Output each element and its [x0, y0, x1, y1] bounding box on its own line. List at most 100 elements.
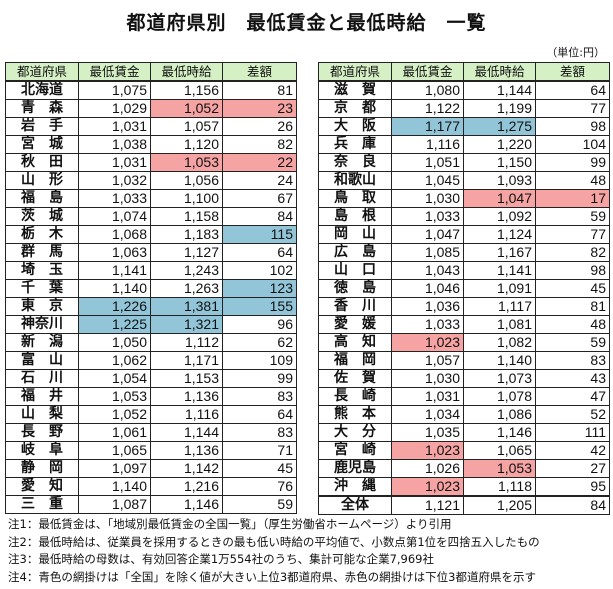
min-wage-cell: 1,034 [391, 405, 464, 424]
min-wage-cell: 1,033 [391, 207, 464, 226]
min-hourly-cell: 1,216 [150, 477, 223, 496]
prefecture-cell: 静 岡 [5, 459, 79, 478]
min-wage-cell: 1,050 [78, 333, 151, 352]
min-wage-cell: 1,062 [78, 351, 151, 370]
min-hourly-cell: 1,092 [463, 207, 536, 226]
prefecture-cell: 愛 知 [5, 477, 79, 496]
table-row: 東 京 1,226 1,381 155 [5, 297, 297, 316]
header-difference: 差額 [222, 62, 297, 82]
prefecture-cell: 沖 縄 [318, 477, 392, 497]
table-row: 千 葉 1,140 1,263 123 [5, 279, 297, 298]
table-row: 福 島 1,033 1,100 67 [5, 189, 297, 208]
table-row: 島 根 1,033 1,092 59 [318, 207, 610, 226]
min-hourly-cell: 1,100 [150, 189, 223, 208]
min-wage-cell: 1,140 [78, 279, 151, 298]
difference-cell: 48 [535, 171, 610, 190]
table-row: 宮 崎 1,023 1,065 42 [318, 441, 610, 460]
min-hourly-cell: 1,091 [463, 279, 536, 298]
min-wage-cell: 1,023 [391, 441, 464, 460]
min-hourly-cell: 1,093 [463, 171, 536, 190]
table-header-row: 都道府県 最低賃金 最低時給 差額 [5, 62, 297, 82]
table-row: 長 野 1,061 1,144 83 [5, 423, 297, 442]
min-wage-cell: 1,051 [391, 153, 464, 172]
prefecture-cell: 群 馬 [5, 243, 79, 262]
min-hourly-cell: 1,141 [463, 261, 536, 280]
min-hourly-cell: 1,065 [463, 441, 536, 460]
table-row: 北海道 1,075 1,156 81 [5, 80, 297, 100]
note-3: 注3：最低時給の母数は、有効回答企業1万554社のうち、集計可能な企業7,969… [8, 552, 435, 566]
table-row: 広 島 1,085 1,167 82 [318, 243, 610, 262]
header-min-wage: 最低賃金 [78, 62, 151, 82]
table-row: 大 分 1,035 1,146 111 [318, 423, 610, 442]
min-hourly-cell: 1,220 [463, 135, 536, 154]
difference-cell: 155 [222, 297, 297, 316]
prefecture-cell: 大 分 [318, 423, 392, 442]
prefecture-cell: 千 葉 [5, 279, 79, 298]
min-wage-cell: 1,031 [78, 153, 151, 172]
min-hourly-cell: 1,124 [463, 225, 536, 244]
table-row: 沖 縄 1,023 1,118 95 [318, 477, 610, 497]
min-hourly-cell: 1,142 [150, 459, 223, 478]
table-row: 石 川 1,054 1,153 99 [5, 369, 297, 388]
difference-cell: 17 [535, 189, 610, 208]
wage-table-left: 都道府県 最低賃金 最低時給 差額 北海道 1,075 1,156 81 青 森 1,02… [5, 62, 297, 514]
prefecture-cell: 栃 木 [5, 225, 79, 244]
min-hourly-cell: 1,127 [150, 243, 223, 262]
table-row: 福 井 1,053 1,136 83 [5, 387, 297, 406]
table-row: 滋 賀 1,080 1,144 64 [318, 80, 610, 100]
min-wage-cell: 1,085 [391, 243, 464, 262]
min-wage-cell: 1,065 [78, 441, 151, 460]
difference-cell: 22 [222, 153, 297, 172]
difference-cell: 77 [535, 99, 610, 118]
difference-cell: 81 [535, 297, 610, 316]
difference-cell: 71 [222, 441, 297, 460]
min-wage-cell: 1,031 [391, 387, 464, 406]
prefecture-cell: 高 知 [318, 333, 392, 352]
difference-cell: 104 [535, 135, 610, 154]
table-row: 宮 城 1,038 1,120 82 [5, 135, 297, 154]
min-wage-cell: 1,033 [391, 315, 464, 334]
prefecture-cell: 福 島 [5, 189, 79, 208]
difference-cell: 109 [222, 351, 297, 370]
min-wage-cell: 1,031 [78, 117, 151, 136]
min-wage-cell: 1,226 [78, 297, 151, 316]
min-hourly-cell: 1,117 [463, 297, 536, 316]
min-wage-cell: 1,057 [391, 351, 464, 370]
prefecture-cell: 三 重 [5, 495, 79, 514]
min-wage-cell: 1,063 [78, 243, 151, 262]
difference-cell: 111 [535, 423, 610, 442]
min-wage-cell: 1,036 [391, 297, 464, 316]
min-hourly-cell: 1,171 [150, 351, 223, 370]
prefecture-cell: 北海道 [5, 80, 79, 100]
min-hourly-cell: 1,136 [150, 441, 223, 460]
prefecture-cell: 佐 賀 [318, 369, 392, 388]
note-1: 注1：最低賃金は、「地域別最低賃金の全国一覧」（厚生労働省ホームページ）より引用 [8, 517, 452, 531]
header-difference: 差額 [535, 62, 610, 82]
prefecture-cell: 岡 山 [318, 225, 392, 244]
difference-cell: 59 [222, 495, 297, 514]
min-hourly-cell: 1,078 [463, 387, 536, 406]
min-wage-cell: 1,052 [78, 405, 151, 424]
min-hourly-cell: 1,086 [463, 405, 536, 424]
min-wage-cell: 1,074 [78, 207, 151, 226]
notes: 注1：最低賃金は、「地域別最低賃金の全国一覧」（厚生労働省ホームページ）より引用… [8, 516, 540, 586]
min-hourly-cell: 1,205 [463, 495, 536, 515]
difference-cell: 64 [535, 80, 610, 100]
table-row: 愛 知 1,140 1,216 76 [5, 477, 297, 496]
table-row: 静 岡 1,097 1,142 45 [5, 459, 297, 478]
table-row: 山 梨 1,052 1,116 64 [5, 405, 297, 424]
min-hourly-cell: 1,167 [463, 243, 536, 262]
difference-cell: 83 [222, 423, 297, 442]
prefecture-cell: 埼 玉 [5, 261, 79, 280]
difference-cell: 27 [535, 459, 610, 478]
min-wage-cell: 1,038 [78, 135, 151, 154]
prefecture-cell: 東 京 [5, 297, 79, 316]
table-row: 徳 島 1,046 1,091 45 [318, 279, 610, 298]
difference-cell: 64 [222, 243, 297, 262]
table-row: 山 形 1,032 1,056 24 [5, 171, 297, 190]
table-row: 鹿児島 1,026 1,053 27 [318, 459, 610, 478]
prefecture-cell: 青 森 [5, 99, 79, 118]
prefecture-cell: 熊 本 [318, 405, 392, 424]
table-row: 青 森 1,029 1,052 23 [5, 99, 297, 118]
table-row: 富 山 1,062 1,171 109 [5, 351, 297, 370]
